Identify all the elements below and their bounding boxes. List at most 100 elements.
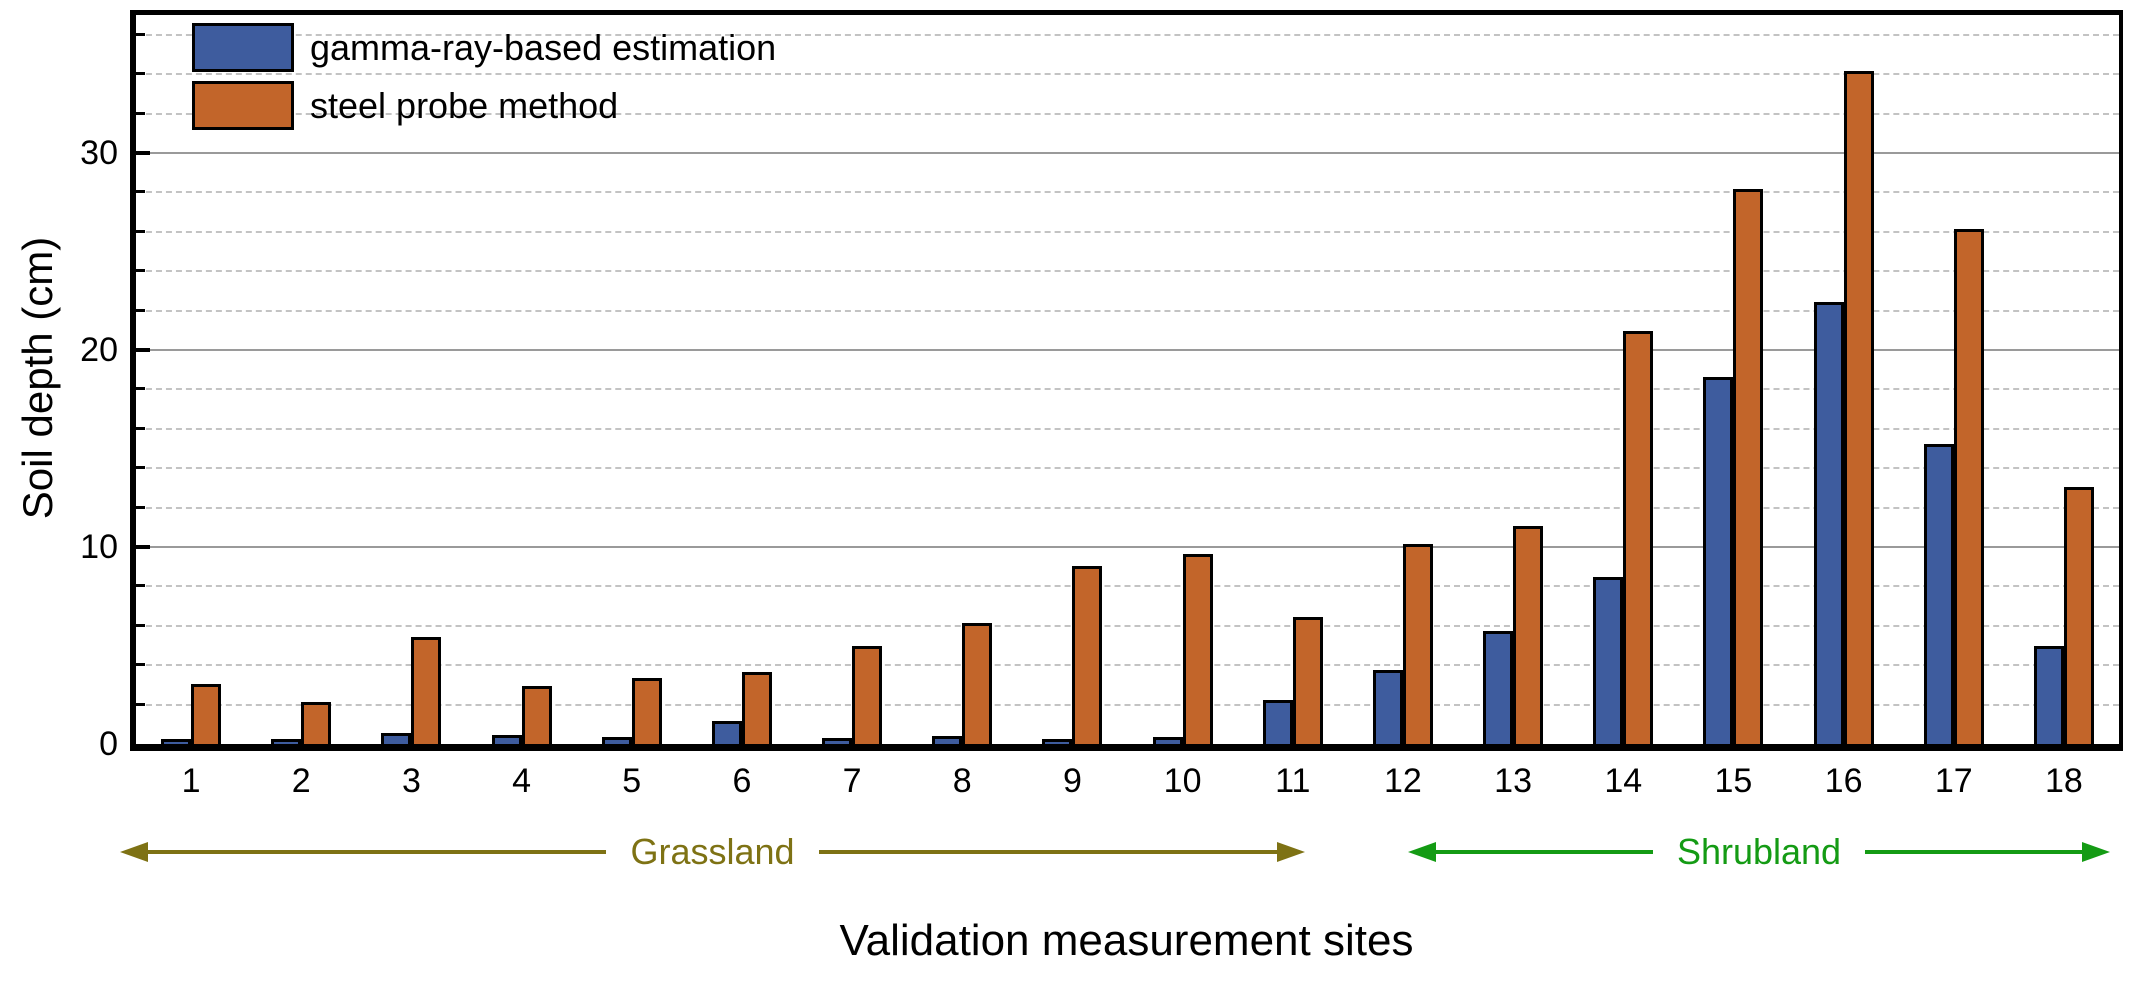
x-tick-label-8: 8: [952, 762, 972, 800]
x-tick-label-13: 13: [1494, 762, 1532, 800]
gridline-minor: [136, 33, 2119, 36]
gridline-minor: [136, 112, 2119, 115]
gridline-major: [136, 348, 2119, 351]
y-axis-tick: [136, 663, 145, 667]
arrow-left-icon: [120, 842, 148, 862]
y-tick-label-30: 30: [80, 133, 118, 172]
bar-steel-site-8: [962, 622, 993, 744]
bar-gamma-site-11: [1262, 699, 1293, 744]
y-axis-tick: [136, 269, 145, 273]
x-tick-label-2: 2: [291, 762, 311, 800]
bar-gamma-site-12: [1372, 670, 1403, 744]
x-axis-title: Validation measurement sites: [839, 916, 1414, 965]
x-tick-label-5: 5: [622, 762, 642, 800]
x-tick-label-12: 12: [1383, 762, 1422, 800]
shrubland-label: Shrubland: [1676, 831, 1842, 872]
x-tick-label-10: 10: [1163, 762, 1202, 800]
x-tick-label-15: 15: [1714, 762, 1753, 800]
x-tick-label-17: 17: [1934, 762, 1973, 800]
legend-swatch-gamma: [192, 23, 294, 72]
gridline-minor: [136, 270, 2119, 273]
x-tick-label-11: 11: [1275, 762, 1311, 800]
gridline-major: [136, 545, 2119, 548]
y-axis-tick: [136, 150, 150, 155]
gridline-minor: [136, 309, 2119, 312]
y-axis-tick: [136, 347, 150, 352]
shrubland-range-arrow: Shrubland: [1408, 831, 2111, 872]
y-axis-tick: [136, 308, 145, 312]
gridline-minor: [136, 585, 2119, 588]
y-axis-tick: [136, 702, 145, 706]
bar-gamma-site-1: [161, 739, 192, 744]
arrow-line: [1865, 850, 2083, 854]
arrow-right-icon: [2082, 842, 2111, 862]
bar-gamma-site-8: [932, 736, 963, 744]
gridline-minor: [136, 427, 2119, 430]
plot-area: gamma-ray-based estimation steel probe m…: [130, 10, 2123, 751]
bar-steel-site-5: [631, 677, 662, 744]
legend-item-steel: steel probe method: [192, 81, 776, 130]
gridline-minor: [136, 230, 2119, 233]
legend-item-gamma: gamma-ray-based estimation: [192, 23, 776, 72]
y-axis-tick: [136, 466, 145, 470]
legend-swatch-steel: [192, 81, 294, 130]
bar-steel-site-13: [1513, 526, 1544, 744]
y-axis-tick: [136, 190, 145, 194]
bar-steel-site-18: [2063, 486, 2094, 744]
bar-steel-site-9: [1072, 565, 1103, 744]
bar-gamma-site-4: [491, 735, 522, 744]
bar-gamma-site-14: [1593, 577, 1624, 744]
bar-gamma-site-5: [601, 737, 632, 744]
y-axis-tick: [136, 387, 145, 391]
y-axis-tick: [136, 229, 145, 233]
legend-label-steel: steel probe method: [310, 84, 619, 126]
bar-gamma-site-15: [1703, 376, 1734, 744]
bar-gamma-site-3: [381, 733, 412, 744]
y-tick-label-10: 10: [80, 527, 118, 566]
bar-gamma-site-17: [1923, 443, 1954, 744]
gridline-minor: [136, 506, 2119, 509]
bar-steel-site-2: [301, 701, 332, 744]
plot-inner: gamma-ray-based estimation steel probe m…: [136, 15, 2119, 744]
bar-gamma-site-7: [822, 738, 853, 744]
arrow-line: [148, 850, 607, 854]
grassland-label: Grassland: [630, 831, 795, 872]
arrow-right-icon: [1277, 842, 1306, 862]
bar-steel-site-12: [1402, 543, 1433, 744]
bar-steel-site-14: [1623, 331, 1654, 744]
bar-steel-site-1: [191, 683, 222, 744]
y-axis-tick: [136, 623, 145, 627]
bar-steel-site-7: [852, 646, 883, 744]
bar-gamma-site-18: [2033, 646, 2064, 744]
y-axis-tick: [136, 111, 145, 115]
bar-steel-site-17: [1953, 228, 1984, 744]
gridline-major: [136, 151, 2119, 154]
x-tick-label-7: 7: [842, 762, 862, 800]
y-axis-tick: [136, 584, 145, 588]
grassland-range-arrow: Grassland: [120, 831, 1306, 872]
bar-steel-site-16: [1843, 71, 1874, 744]
bar-gamma-site-10: [1152, 737, 1183, 744]
y-axis-tick: [136, 426, 145, 430]
arrow-line: [1436, 850, 1653, 854]
x-tick-label-9: 9: [1062, 762, 1082, 800]
bar-steel-site-15: [1733, 189, 1764, 744]
y-axis-tick: [136, 544, 150, 549]
bar-gamma-site-16: [1813, 301, 1844, 744]
bar-steel-site-11: [1292, 616, 1323, 744]
bar-gamma-site-6: [711, 721, 742, 744]
bar-steel-site-6: [741, 672, 772, 744]
gridline-minor: [136, 388, 2119, 391]
x-tick-label-1: 1: [181, 762, 201, 800]
legend: gamma-ray-based estimation steel probe m…: [192, 23, 776, 139]
gridline-minor: [136, 664, 2119, 667]
gridline-minor: [136, 191, 2119, 194]
arrow-left-icon: [1408, 842, 1436, 862]
bar-gamma-site-13: [1483, 630, 1514, 744]
y-axis-tick: [136, 32, 145, 36]
y-axis-title: Soil depth (cm): [14, 236, 61, 520]
y-axis-tick: [136, 72, 145, 76]
x-tick-label-16: 16: [1824, 762, 1863, 800]
x-tick-label-18: 18: [2044, 762, 2083, 800]
